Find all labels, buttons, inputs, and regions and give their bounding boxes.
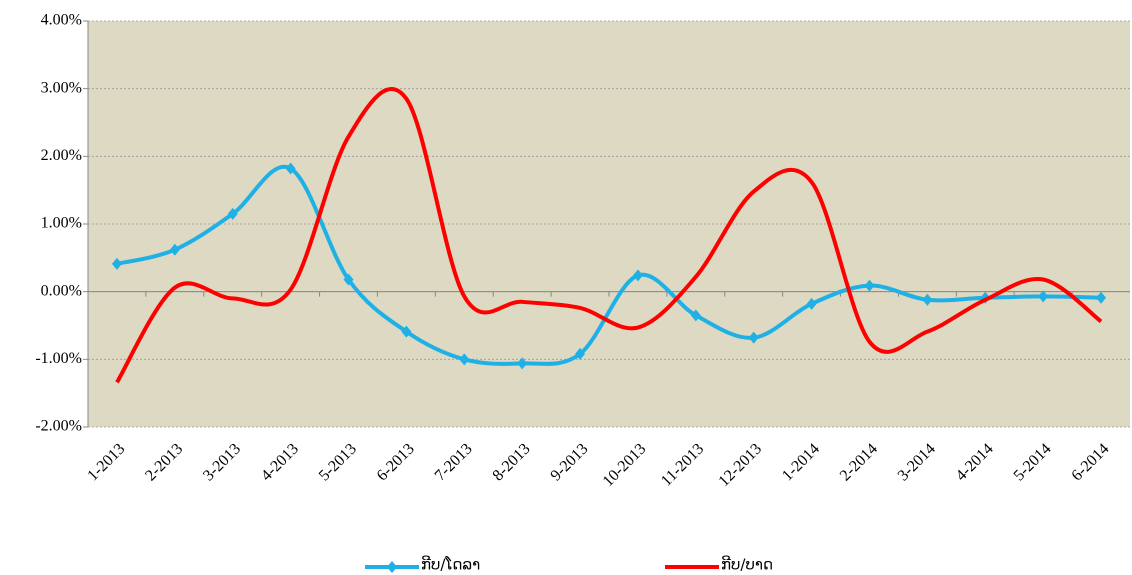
x-tick-label: 3-2013	[200, 440, 244, 484]
x-tick-label: 6-2013	[374, 440, 418, 484]
x-tick-label: 1-2013	[84, 440, 128, 484]
marker	[227, 207, 238, 220]
x-tick-label: 5-2013	[316, 440, 360, 484]
x-tick-label: 10-2013	[600, 440, 650, 490]
x-tick-label: 9-2013	[547, 440, 591, 484]
marker	[748, 331, 759, 344]
marker	[517, 357, 528, 370]
x-tick-label: 8-2013	[490, 440, 534, 484]
x-tick-label: 2-2014	[837, 440, 881, 484]
y-tick-label: -1.00%	[35, 350, 82, 367]
marker	[111, 257, 122, 270]
marker	[285, 162, 296, 175]
marker	[806, 297, 817, 310]
legend-marker	[387, 561, 397, 573]
x-tick-label: 3-2014	[895, 440, 939, 484]
x-tick-label: 2-2013	[142, 440, 186, 484]
y-tick-label: 2.00%	[41, 147, 82, 164]
y-tick-label: 0.00%	[41, 282, 82, 299]
marker	[169, 243, 180, 256]
x-tick-label: 11-2013	[658, 440, 707, 489]
x-tick-label: 7-2013	[432, 440, 476, 484]
marker	[1096, 291, 1107, 304]
series-line	[115, 87, 1103, 384]
x-tick-label: 4-2014	[953, 440, 997, 484]
y-tick-label: 3.00%	[41, 79, 82, 96]
x-tick-label: 5-2014	[1011, 440, 1055, 484]
marker	[459, 353, 470, 366]
marker	[690, 309, 701, 322]
legend-label: ກີບ/ບາດ	[721, 554, 773, 573]
marker	[1038, 290, 1049, 303]
x-tick-label: 1-2014	[779, 440, 823, 484]
y-tick-label: 4.00%	[41, 12, 82, 29]
x-tick-label: 12-2013	[715, 440, 765, 490]
legend-label: ກີບ/ໂດລາ	[421, 554, 480, 573]
marker	[632, 269, 643, 282]
marker	[922, 293, 933, 306]
marker	[401, 325, 412, 338]
x-tick-label: 4-2013	[258, 440, 302, 484]
y-tick-label: -2.00%	[35, 418, 82, 435]
y-tick-label: 1.00%	[41, 215, 82, 232]
marker	[864, 279, 875, 292]
marker	[575, 347, 586, 360]
marker	[343, 273, 354, 286]
x-tick-label: 6-2014	[1068, 440, 1112, 484]
